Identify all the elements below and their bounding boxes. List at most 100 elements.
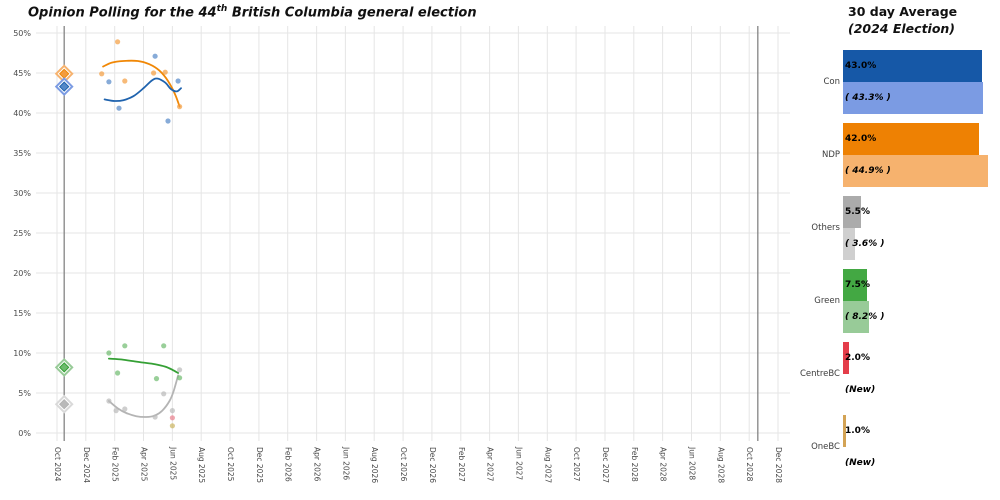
legend-current-value: 5.5% [845, 207, 870, 217]
y-tick-label: 25% [13, 229, 31, 238]
ndp-poll-point [122, 78, 128, 84]
centrebc-poll-point [169, 415, 175, 421]
legend-bar-previous-ndp [843, 155, 988, 187]
x-axis-labels: Oct 2024 Dec 2024 Feb 2025 Apr 2025 Jun 2025… [53, 446, 783, 483]
x-tick-label: Jun 2026 [341, 446, 350, 480]
green-poll-point [153, 376, 160, 382]
legend-title: 30 day Average [848, 4, 958, 19]
others-poll-point [113, 408, 119, 414]
x-tick-label: Oct 2028 [745, 447, 754, 482]
legend-previous-value: ( 44.9% ) [845, 166, 891, 176]
ndp-poll-point [162, 69, 168, 75]
green-poll-point [122, 343, 128, 349]
chart-title-superscript: th [216, 4, 228, 14]
x-tick-label: Oct 2026 [399, 447, 408, 482]
green-poll-point [115, 370, 121, 376]
con-poll-point [175, 78, 181, 84]
legend-current-value: 2.0% [845, 353, 870, 363]
x-tick-label: Oct 2025 [226, 447, 235, 482]
y-tick-label: 50% [13, 29, 31, 38]
green-poll-point [177, 375, 183, 381]
ndp-poll-point [99, 71, 105, 77]
legend-previous-value: (New) [845, 385, 876, 395]
x-tick-label: Jun 2025 [168, 446, 177, 480]
legend-bar-previous-green [843, 301, 869, 333]
x-tick-label: Dec 2025 [255, 447, 264, 483]
x-tick-label: Jun 2027 [514, 446, 523, 480]
onebc-poll-point [169, 423, 175, 429]
legend-current-value: 7.5% [845, 280, 870, 290]
con-poll-point [152, 53, 158, 59]
legend-bar-current-con [843, 50, 982, 82]
con-poll-point [116, 105, 122, 111]
series-con-points [106, 53, 181, 124]
y-gridlines [36, 32, 790, 434]
x-gridlines [56, 26, 779, 441]
x-tick-label: Dec 2026 [428, 447, 437, 483]
legend-party-label-con: Con [823, 77, 840, 87]
x-tick-label: Apr 2025 [140, 447, 149, 482]
legend-previous-value: ( 8.2% ) [845, 312, 885, 322]
ndp-poll-point [177, 104, 183, 110]
x-tick-label: Feb 2027 [457, 447, 466, 482]
green-poll-point [106, 350, 112, 356]
x-tick-label: Jun 2028 [688, 446, 697, 480]
chart-title-text-2: British Columbia general election [227, 5, 477, 21]
others-election-result-diamond [54, 394, 74, 414]
y-tick-label: 45% [13, 69, 31, 78]
y-tick-label: 0% [18, 429, 31, 438]
legend-previous-value: ( 3.6% ) [845, 239, 885, 249]
x-tick-label: Dec 2027 [601, 447, 610, 483]
series-centrebc-points [169, 415, 175, 421]
con-poll-point [165, 118, 171, 124]
legend-header: 30 day Average (2024 Election) [848, 4, 957, 38]
series-others-points [106, 367, 183, 420]
y-tick-label: 40% [13, 109, 31, 118]
chart-title-text: Opinion Polling for the 44 [28, 5, 217, 21]
chart-title: Opinion Polling for the 44th British Col… [28, 4, 477, 20]
y-tick-label: 5% [18, 389, 31, 398]
legend-party-label-ndp: NDP [821, 150, 840, 160]
x-tick-label: Feb 2028 [630, 447, 639, 482]
y-tick-label: 15% [13, 309, 31, 318]
y-tick-label: 10% [13, 349, 31, 358]
others-poll-point [106, 398, 112, 404]
others-poll-point [152, 414, 158, 420]
legend-bar-current-ndp [843, 123, 979, 155]
others-poll-point [122, 406, 128, 412]
x-tick-label: Apr 2028 [659, 447, 668, 482]
x-tick-label: Apr 2027 [486, 447, 495, 482]
series-green-points [106, 343, 183, 382]
x-tick-label: Dec 2028 [774, 447, 783, 483]
series-ndp-points [99, 39, 183, 110]
legend-bar-current-onebc [843, 415, 846, 447]
others-poll-point [177, 367, 183, 373]
series-con-trend-line [103, 77, 182, 102]
legend-current-value: 43.0% [845, 61, 877, 71]
x-tick-label: Feb 2026 [284, 447, 293, 482]
legend-current-value: 42.0% [845, 134, 877, 144]
ndp-poll-point [151, 70, 157, 76]
legend-previous-value: (New) [845, 458, 876, 468]
ndp-poll-point [115, 39, 121, 45]
y-tick-label: 20% [13, 269, 31, 278]
green-poll-point [161, 343, 167, 349]
con-poll-point [106, 79, 112, 85]
legend-bar-current-centrebc [843, 342, 849, 374]
others-poll-point [169, 408, 175, 414]
y-axis-labels: 0% 5% 10% 15% 20% 25% 30% 35% 40% 45% 50% [13, 29, 31, 438]
x-tick-label: Aug 2026 [370, 447, 379, 483]
x-tick-label: Feb 2025 [111, 447, 120, 482]
series-green-trend-line [108, 357, 179, 374]
x-tick-label: Oct 2027 [572, 447, 581, 482]
y-tick-label: 30% [13, 189, 31, 198]
others-poll-point [161, 391, 167, 397]
series-onebc-points [169, 423, 175, 429]
legend-bar-previous-others [843, 228, 855, 260]
legend-bar-previous-con [843, 82, 983, 114]
legend-subtitle: (2024 Election) [848, 20, 956, 36]
x-tick-label: Aug 2028 [716, 447, 725, 483]
x-tick-label: Aug 2025 [197, 447, 206, 483]
legend-previous-value: ( 43.3% ) [845, 93, 891, 103]
